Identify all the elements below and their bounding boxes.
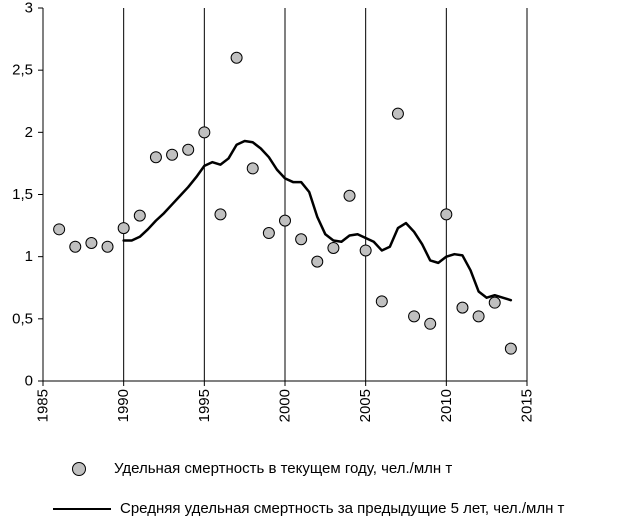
- scatter-point: [230, 51, 243, 64]
- scatter-point: [424, 317, 437, 330]
- x-tick-label: 2005: [357, 389, 374, 422]
- scatter-point: [391, 107, 404, 120]
- x-tick-label: 1995: [196, 389, 213, 422]
- scatter-point: [375, 295, 388, 308]
- scatter-point: [504, 342, 517, 355]
- scatter-point: [408, 310, 421, 323]
- y-tick-label: 1,5: [12, 186, 33, 203]
- legend-item-scatter: Удельная смертность в текущем году, чел.…: [50, 460, 452, 477]
- y-tick-label: 2: [25, 124, 33, 141]
- y-tick-label: 2,5: [12, 62, 33, 79]
- scatter-point: [440, 208, 453, 221]
- scatter-point: [69, 240, 82, 253]
- scatter-point: [456, 301, 469, 314]
- axes: [38, 7, 528, 386]
- tick-labels: 1985 1990 1995 2000 2005 2010 2015 0 0,5 1 1,5 2 2,5…: [12, 0, 535, 422]
- scatter-point: [133, 209, 146, 222]
- scatter-point: [198, 126, 211, 139]
- x-tick-label: 1990: [115, 389, 132, 422]
- grid-lines: [123, 8, 528, 381]
- average-mortality-line: [122, 139, 513, 302]
- scatter-point: [262, 227, 275, 240]
- scatter-point: [343, 189, 356, 202]
- scatter-point: [295, 233, 308, 246]
- x-tick-label: 2010: [438, 389, 455, 422]
- scatter-point: [311, 255, 324, 268]
- scatter-point: [182, 143, 195, 156]
- scatter-point: [279, 214, 291, 227]
- scatter-point: [327, 241, 340, 254]
- x-tick-label: 2000: [277, 389, 294, 422]
- scatter-series: [53, 51, 517, 355]
- scatter-point: [101, 240, 114, 253]
- x-tick-label: 1985: [35, 389, 52, 422]
- legend-scatter-label: Удельная смертность в текущем году, чел.…: [114, 460, 453, 477]
- scatter-point: [149, 151, 162, 164]
- legend-scatter-marker-icon: [72, 461, 86, 476]
- legend-line-label: Средняя удельная смертность за предыдущи…: [120, 500, 565, 517]
- scatter-point: [214, 208, 227, 221]
- legend-item-line: Средняя удельная смертность за предыдущи…: [50, 500, 564, 517]
- scatter-point: [246, 162, 259, 175]
- scatter-point: [166, 148, 179, 161]
- scatter-point: [85, 236, 98, 249]
- scatter-point: [472, 310, 485, 323]
- scatter-point: [117, 222, 130, 235]
- scatter-point: [359, 244, 372, 257]
- y-tick-label: 0: [25, 373, 33, 390]
- y-tick-label: 0,5: [12, 310, 33, 327]
- y-tick-label: 1: [25, 248, 33, 265]
- y-tick-label: 3: [25, 0, 33, 17]
- line-series: [122, 139, 513, 302]
- x-tick-label: 2015: [519, 389, 536, 422]
- legend-line-marker-icon: [53, 507, 111, 510]
- scatter-point: [488, 296, 501, 309]
- scatter-point: [53, 223, 66, 236]
